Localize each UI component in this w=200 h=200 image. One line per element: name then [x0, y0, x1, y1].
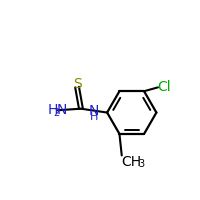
Text: 2: 2	[54, 108, 60, 118]
Text: S: S	[73, 77, 81, 91]
Text: Cl: Cl	[157, 80, 171, 94]
Text: H: H	[48, 103, 58, 117]
Text: H: H	[90, 112, 98, 122]
Text: CH: CH	[122, 155, 142, 169]
Text: 3: 3	[138, 159, 144, 169]
Text: N: N	[57, 103, 67, 117]
Text: N: N	[89, 104, 99, 118]
